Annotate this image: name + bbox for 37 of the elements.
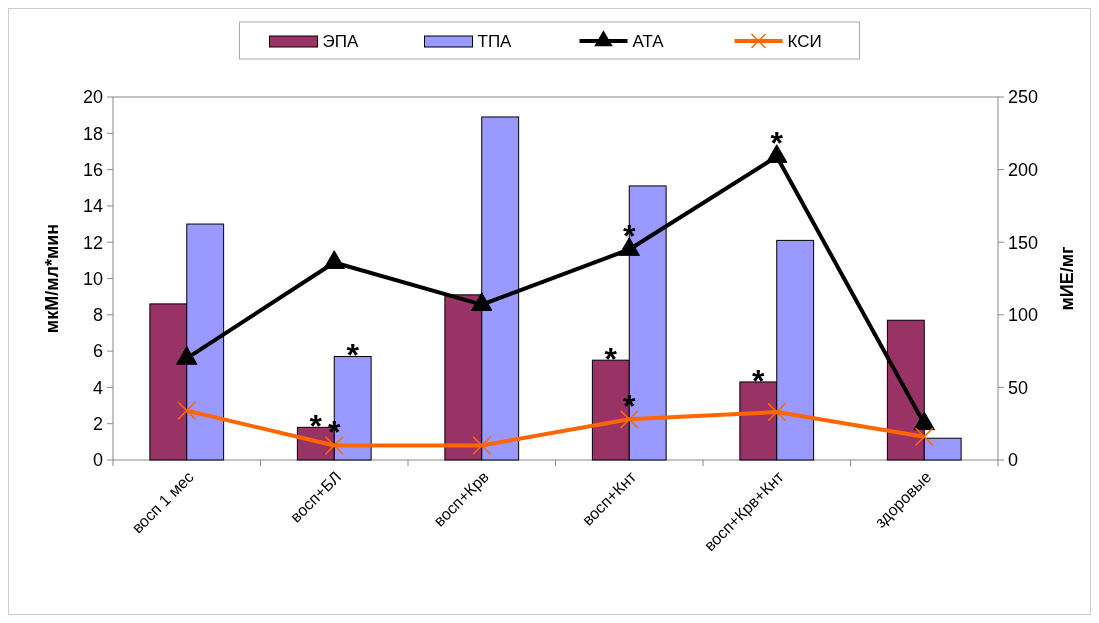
y-tick-label: 12 xyxy=(82,232,103,253)
annotation: * xyxy=(309,408,323,445)
y-tick-label: 10 xyxy=(82,268,103,289)
legend-label: АТА xyxy=(632,32,665,51)
point xyxy=(176,346,198,365)
y-tick-label: 6 xyxy=(92,341,103,362)
y-tick-label: 8 xyxy=(92,305,103,326)
point xyxy=(472,436,492,455)
annotation: * xyxy=(604,340,618,377)
legend-label: ТПА xyxy=(477,32,513,51)
y-tick-label: 2 xyxy=(92,414,103,434)
y2-tick-label: 100 xyxy=(1008,305,1039,326)
legend-label: КСИ xyxy=(787,32,822,51)
point xyxy=(767,402,787,422)
y-tick-label: 20 xyxy=(82,87,103,108)
point xyxy=(766,144,788,163)
y2-axis-title: мИЕ/мг xyxy=(1057,245,1077,311)
y-tick-label: 0 xyxy=(92,450,103,471)
y-tick-label: 14 xyxy=(82,196,103,217)
y2-tick-label: 50 xyxy=(1008,377,1029,398)
y-tick-label: 18 xyxy=(82,123,103,144)
point xyxy=(177,401,197,421)
annotation: * xyxy=(770,125,784,162)
legend-label: ЭПА xyxy=(322,32,359,51)
annotation: * xyxy=(623,388,637,425)
y2-tick-label: 200 xyxy=(1008,159,1039,180)
point xyxy=(323,250,345,269)
point xyxy=(619,409,639,429)
y-axis-title: мкМ/мл*мин xyxy=(42,223,62,334)
point xyxy=(914,427,934,447)
y2-tick-label: 250 xyxy=(1008,87,1039,108)
point xyxy=(471,292,493,312)
annotation: * xyxy=(346,337,360,374)
y-tick-label: 16 xyxy=(82,159,103,180)
y-tick-label: 4 xyxy=(92,377,103,398)
y2-tick-label: 0 xyxy=(1008,450,1019,471)
y2-tick-label: 150 xyxy=(1008,232,1039,253)
